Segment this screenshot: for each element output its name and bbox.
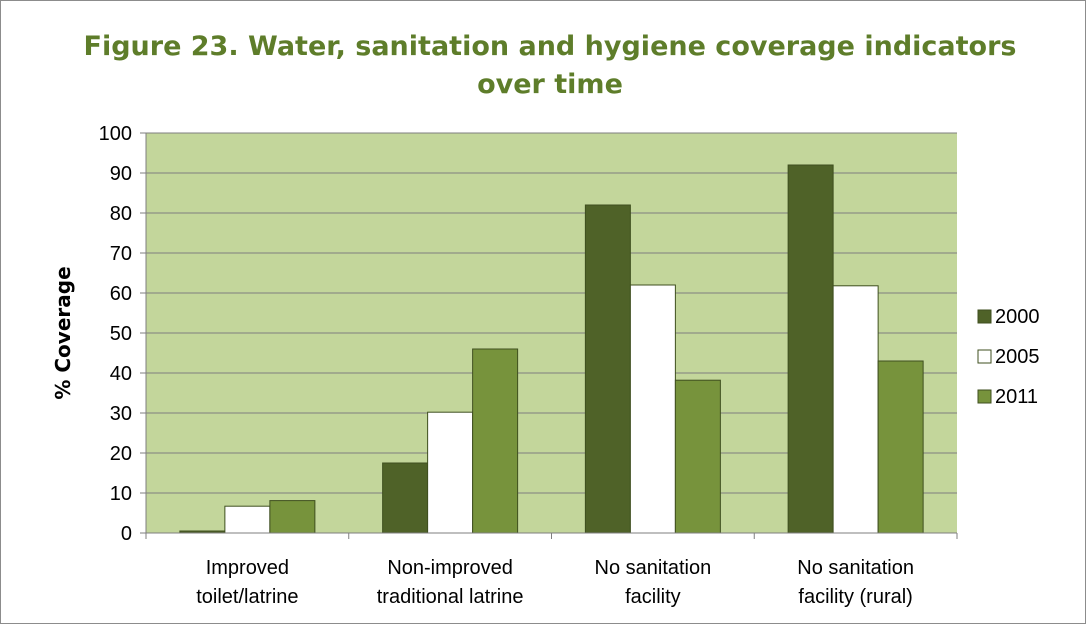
legend-swatch-2005 — [977, 349, 992, 364]
bar-2011 — [877, 360, 924, 534]
x-tick-label: Non-improved traditional latrine — [377, 557, 524, 608]
bar-2000 — [382, 462, 429, 534]
y-tick-label: 50 — [110, 323, 132, 345]
y-axis-label: % Coverage — [51, 266, 75, 399]
y-tick-label: 100 — [99, 123, 132, 145]
legend: 2000 2005 2011 — [977, 306, 1040, 408]
x-axis-labels: Improved toilet/latrine Non-improved tradit… — [196, 557, 914, 608]
y-tick-label: 30 — [110, 403, 132, 425]
bar-2011 — [472, 348, 519, 534]
x-tick-label: No sanitation facility (rural) — [797, 557, 914, 608]
legend-swatch-2011 — [977, 389, 992, 404]
y-tick-label: 90 — [110, 163, 132, 185]
bar-2011 — [269, 500, 316, 534]
x-tick-label: Improved toilet/latrine — [196, 557, 298, 608]
y-axis-ticks: 0 10 20 30 40 50 60 70 80 90 100 — [99, 123, 146, 545]
axes — [145, 133, 958, 539]
legend-swatch-2000 — [977, 309, 992, 324]
y-tick-label: 70 — [110, 243, 132, 265]
bar-2011 — [674, 379, 721, 534]
bar-2000 — [584, 204, 631, 534]
legend-label-2005: 2005 — [995, 346, 1040, 368]
bar-2005 — [832, 285, 879, 534]
y-tick-label: 10 — [110, 483, 132, 505]
y-tick-label: 40 — [110, 363, 132, 385]
legend-label-2000: 2000 — [995, 306, 1040, 328]
bar-2005 — [629, 284, 676, 534]
y-tick-label: 0 — [121, 523, 132, 545]
bar-2000 — [787, 164, 834, 534]
legend-label-2011: 2011 — [995, 386, 1038, 408]
y-tick-label: 60 — [110, 283, 132, 305]
y-tick-label: 80 — [110, 203, 132, 225]
bar-2005 — [427, 411, 474, 534]
bars — [179, 164, 924, 534]
chart-title: Figure 23. Water, sanitation and hygiene… — [83, 31, 1017, 100]
x-tick-label: No sanitation facility — [595, 557, 712, 608]
y-tick-label: 20 — [110, 443, 132, 465]
bar-2005 — [224, 505, 271, 534]
